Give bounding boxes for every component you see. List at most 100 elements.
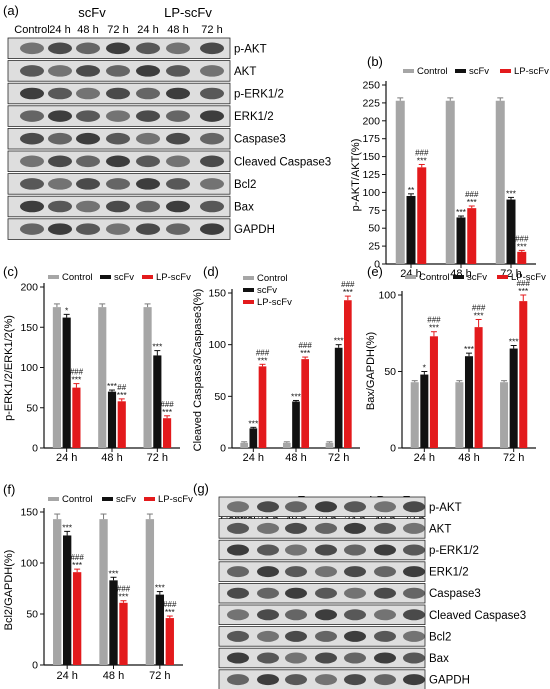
significance-mark: *: [65, 305, 69, 315]
legend-label: LP-scFv: [158, 494, 193, 505]
y-axis-label: p-ERK1/2/ERK1/2(%): [3, 315, 15, 421]
blot-band: [48, 110, 72, 122]
blot-strip: [7, 60, 231, 82]
blot-strip: [218, 561, 426, 582]
blot-band: [20, 155, 44, 168]
x-tick-label: 24 h: [56, 670, 77, 682]
blot-band: [76, 223, 100, 235]
blot-band: [106, 155, 130, 168]
y-tick-label: 150: [208, 288, 226, 300]
x-tick-label: 72 h: [149, 670, 170, 682]
blot-band: [403, 501, 425, 513]
blot-band: [374, 674, 396, 686]
y-axis-label: Bcl2/GAPDH(%): [3, 550, 15, 631]
blot-band: [315, 674, 337, 686]
x-tick-label: 48 h: [285, 452, 306, 464]
blot-band: [374, 630, 396, 642]
legend-label: Control: [417, 66, 448, 77]
bar: [258, 366, 267, 448]
y-tick-label: 50: [384, 366, 396, 378]
blot-band: [315, 630, 337, 642]
bar: [301, 359, 310, 448]
blot-band: [166, 65, 190, 77]
x-tick-label: 48 h: [103, 670, 124, 682]
significance-mark: **: [408, 185, 415, 195]
blot-strip: [218, 518, 426, 539]
panel-letter: (a): [3, 3, 19, 18]
bar: [410, 382, 419, 448]
bar: [99, 519, 108, 665]
blot-band: [257, 609, 279, 621]
significance-mark: ***: [456, 207, 467, 217]
y-axis-label: Bax/GAPDH(%): [365, 332, 377, 410]
blot-band: [48, 65, 72, 77]
protein-label: Bcl2: [429, 631, 451, 643]
protein-label: Caspase3: [234, 134, 286, 146]
protein-label: ERK1/2: [234, 111, 274, 123]
blot-band: [48, 87, 72, 100]
significance-mark: ***: [429, 323, 440, 333]
legend-swatch: [243, 276, 254, 280]
significance-mark: ***: [72, 560, 83, 570]
bar: [107, 391, 117, 448]
legend-swatch: [500, 69, 511, 73]
lane-label: 72 h: [201, 24, 222, 36]
protein-label: Bcl2: [234, 179, 256, 191]
blot-strip: [7, 82, 231, 105]
blot-band: [315, 544, 337, 556]
blot-band: [200, 223, 224, 235]
legend-swatch: [48, 275, 59, 279]
significance-mark-hash: ###: [163, 600, 177, 609]
y-tick-label: 150: [20, 322, 38, 334]
y-tick-label: 100: [20, 558, 38, 570]
x-tick-label: 48 h: [458, 452, 479, 464]
legend-swatch: [144, 497, 155, 501]
significance-mark: ***: [109, 568, 120, 578]
y-axis-label: Cleaved Caspase3/Caspase3(%): [192, 289, 204, 452]
blot-strip: [218, 583, 426, 604]
y-tick-label: 250: [362, 80, 380, 92]
blot-band: [227, 566, 249, 578]
bar: [52, 307, 61, 448]
legend-label: Control: [62, 494, 93, 505]
bar: [117, 401, 126, 448]
lane-label: Control: [14, 24, 49, 36]
blot-band: [166, 132, 190, 145]
significance-mark: ***: [118, 592, 129, 602]
bar: [165, 618, 174, 665]
blot-band: [106, 42, 130, 55]
blot-band: [106, 200, 130, 213]
bar: [417, 167, 427, 264]
protein-label: ERK1/2: [429, 567, 469, 579]
bar: [72, 387, 81, 448]
blot-band: [344, 501, 366, 513]
significance-mark: ***: [506, 188, 517, 198]
blot-band: [48, 200, 72, 213]
blot-band: [166, 87, 190, 100]
legend-label: scFv: [469, 66, 489, 77]
blot-band: [166, 200, 190, 213]
significance-mark: ***: [343, 287, 354, 297]
bar: [240, 442, 248, 448]
blot-band: [257, 587, 279, 599]
blot-band: [76, 87, 100, 100]
y-tick-label: 150: [20, 507, 38, 519]
blot-band: [200, 110, 224, 122]
significance-mark-hash: ###: [341, 280, 355, 289]
bar: [249, 428, 258, 448]
blot-band: [48, 223, 72, 235]
panel-letter: (d): [203, 264, 219, 279]
bar-chart-c: (c) p-ERK1/2/ERK1/2(%) 0 50 100 150 200 Control…: [3, 264, 191, 464]
significance-mark-hash: ###: [415, 148, 429, 157]
blot-band: [285, 652, 307, 664]
significance-mark: ***: [155, 583, 166, 593]
y-tick-label: 0: [374, 259, 380, 271]
blot-band: [20, 87, 44, 100]
blot-strip: [7, 37, 231, 60]
blot-band: [76, 65, 100, 77]
blot-band: [403, 587, 425, 599]
significance-mark: ***: [509, 336, 520, 346]
group-label-scfv: scFv: [78, 5, 106, 20]
panel-letter: (c): [3, 264, 18, 279]
